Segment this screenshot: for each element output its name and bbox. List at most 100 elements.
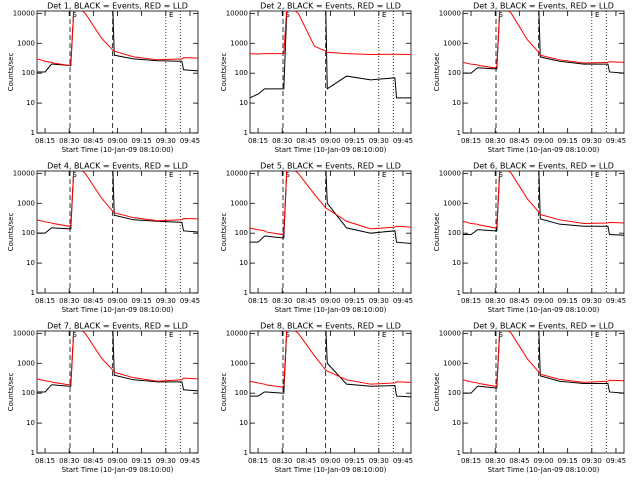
- y-tick-label: 100: [22, 389, 35, 397]
- series-group: [463, 11, 624, 74]
- y-tick-label: 10000: [439, 169, 461, 177]
- series-line: [37, 171, 198, 234]
- x-tick-label: 09:15: [345, 137, 365, 145]
- x-tick-label: 09:15: [132, 457, 152, 465]
- panel: Det 8, BLACK = Events, RED = LLD Counts/s…: [220, 322, 413, 475]
- y-tick-label: 1: [31, 129, 35, 137]
- annotation: E: [382, 331, 386, 339]
- y-tick-label: 10000: [13, 169, 35, 177]
- x-tick-label: 09:00: [320, 137, 340, 145]
- x-tick-label: 08:15: [35, 137, 55, 145]
- x-tick-label: 08:15: [248, 137, 268, 145]
- y-tick-label: 1: [244, 129, 248, 137]
- x-tick-label: 09:00: [533, 457, 553, 465]
- x-tick-label: 09:15: [345, 297, 365, 305]
- panel: Det 3, BLACK = Events, RED = LLD Counts/s…: [433, 2, 626, 155]
- series-layer: [37, 11, 198, 73]
- chart-title: Det 8, BLACK = Events, RED = LLD: [260, 322, 401, 331]
- x-tick-label: 08:30: [485, 457, 505, 465]
- y-tick-label: 10000: [226, 169, 248, 177]
- series-line: [250, 11, 411, 99]
- x-tick-label: 09:15: [132, 137, 152, 145]
- x-axis-label: Start Time (10-Jan-09 08:10:00): [488, 306, 600, 314]
- series-line: [250, 171, 411, 245]
- x-tick-label: 09:15: [132, 297, 152, 305]
- panel: Det 2, BLACK = Events, RED = LLD Counts/s…: [220, 2, 413, 155]
- series-layer: [463, 331, 624, 394]
- x-tick-label: 09:15: [558, 137, 578, 145]
- y-tick-label: 10000: [226, 9, 248, 17]
- x-tick-label: 09:30: [369, 137, 389, 145]
- annotation: S: [72, 171, 77, 179]
- annotation: S: [72, 11, 77, 19]
- series-line: [463, 171, 624, 229]
- x-tick-label: 08:30: [59, 137, 79, 145]
- annotation: E: [169, 11, 173, 19]
- y-axis-label: Counts/sec: [220, 213, 228, 252]
- x-tick-label: 08:30: [272, 137, 292, 145]
- y-tick-label: 10000: [439, 329, 461, 337]
- x-tick-label: 08:45: [296, 457, 316, 465]
- y-tick-label: 1000: [230, 199, 248, 207]
- annotation: E: [382, 11, 386, 19]
- x-tick-label: 09:30: [369, 457, 389, 465]
- y-tick-label: 10000: [13, 9, 35, 17]
- series-line: [37, 331, 198, 386]
- y-tick-label: 100: [235, 229, 248, 237]
- series-line: [250, 11, 411, 56]
- chart-title: Det 7, BLACK = Events, RED = LLD: [47, 322, 188, 331]
- series-group: [37, 171, 198, 234]
- x-tick-label: 09:00: [320, 297, 340, 305]
- x-tick-label: 08:45: [296, 297, 316, 305]
- x-axis-label: Start Time (10-Jan-09 08:10:00): [275, 146, 387, 154]
- x-tick-label: 09:45: [393, 137, 413, 145]
- x-axis-label: Start Time (10-Jan-09 08:10:00): [62, 306, 174, 314]
- y-tick-label: 1: [457, 449, 461, 457]
- x-tick-label: 08:30: [59, 297, 79, 305]
- y-tick-label: 10000: [226, 329, 248, 337]
- plot-frame: [36, 170, 199, 294]
- x-tick-label: 08:15: [461, 457, 481, 465]
- series-line: [463, 171, 624, 236]
- y-tick-label: 1000: [17, 199, 35, 207]
- series-layer: [250, 11, 411, 99]
- x-tick-label: 08:45: [509, 457, 529, 465]
- x-tick-label: 08:15: [461, 297, 481, 305]
- series-line: [37, 11, 198, 67]
- y-tick-label: 1: [31, 289, 35, 297]
- series-line: [250, 171, 411, 236]
- annotation: E: [169, 331, 173, 339]
- x-tick-label: 08:30: [59, 457, 79, 465]
- y-tick-label: 10: [452, 419, 461, 427]
- y-tick-label: 10: [239, 419, 248, 427]
- y-tick-label: 1: [244, 449, 248, 457]
- x-tick-label: 09:15: [345, 457, 365, 465]
- series-line: [463, 11, 624, 69]
- series-layer: [463, 171, 624, 236]
- x-tick-label: 09:15: [558, 297, 578, 305]
- x-tick-label: 09:45: [393, 297, 413, 305]
- x-tick-label: 09:00: [107, 137, 127, 145]
- x-tick-label: 08:30: [485, 297, 505, 305]
- plot-frame: [36, 330, 199, 454]
- y-tick-label: 100: [235, 389, 248, 397]
- annotation: S: [498, 11, 503, 19]
- panel: Det 9, BLACK = Events, RED = LLD Counts/s…: [433, 322, 626, 475]
- x-tick-label: 09:45: [180, 137, 200, 145]
- y-tick-label: 1000: [443, 39, 461, 47]
- y-axis-label: Counts/sec: [7, 373, 15, 412]
- x-tick-label: 09:30: [582, 137, 602, 145]
- plot-frame: [462, 10, 625, 134]
- chart-title: Det 2, BLACK = Events, RED = LLD: [260, 2, 401, 11]
- y-tick-label: 10000: [439, 9, 461, 17]
- x-tick-label: 09:30: [582, 297, 602, 305]
- x-axis-label: Start Time (10-Jan-09 08:10:00): [275, 306, 387, 314]
- annotation: S: [498, 331, 503, 339]
- series-layer: [250, 171, 411, 245]
- x-tick-label: 09:00: [107, 297, 127, 305]
- panel: Det 1, BLACK = Events, RED = LLD Counts/s…: [7, 2, 200, 155]
- y-tick-label: 100: [22, 229, 35, 237]
- annotation: S: [498, 171, 503, 179]
- plot-frame: [249, 170, 412, 294]
